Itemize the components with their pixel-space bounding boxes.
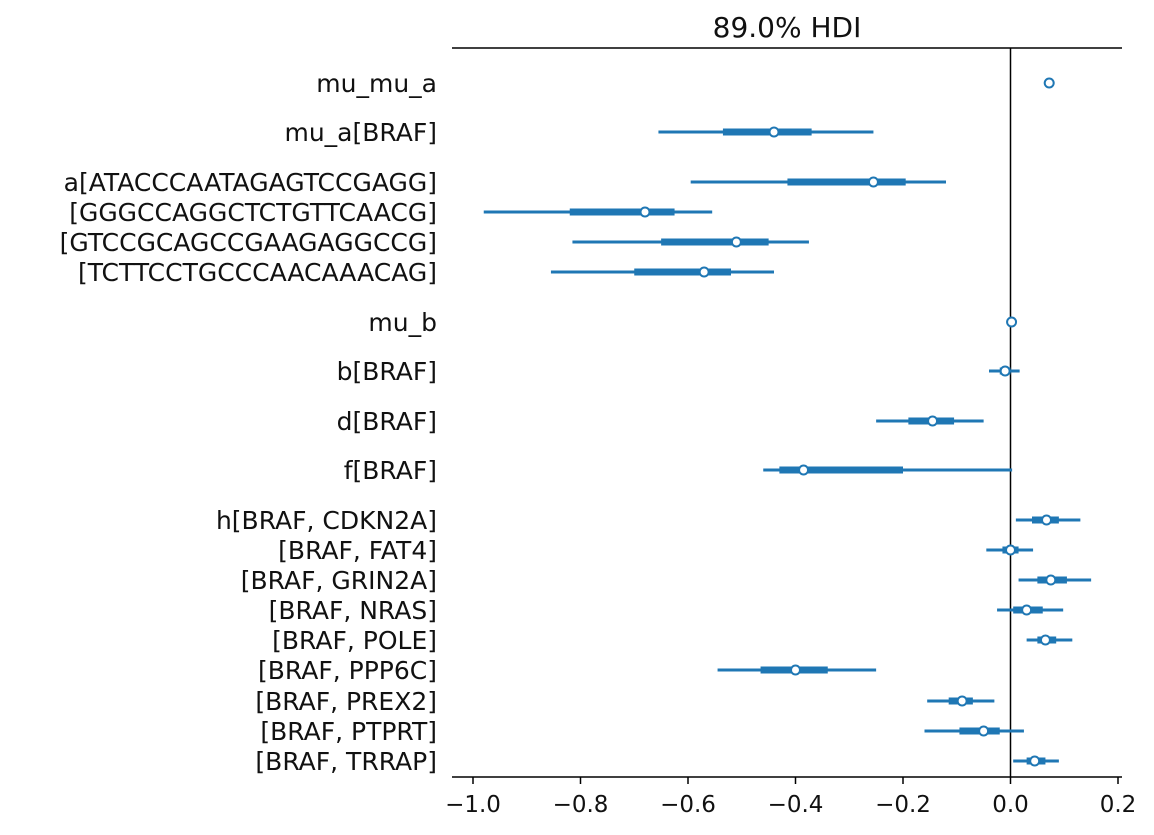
median-point bbox=[956, 695, 968, 707]
median-point bbox=[867, 176, 879, 188]
median-point bbox=[730, 236, 742, 248]
row-label: b[BRAF] bbox=[337, 357, 437, 386]
median-point bbox=[1029, 755, 1041, 767]
row-label: [GTCCGCAGCCGAAGAGGCCG] bbox=[60, 228, 437, 257]
row-label: [BRAF, PPP6C] bbox=[258, 656, 437, 685]
median-point bbox=[999, 365, 1011, 377]
x-tick-label: 0.2 bbox=[1100, 792, 1137, 818]
x-axis: −1.0 −0.8 −0.6 −0.4 −0.2 0.0 0.2 bbox=[445, 777, 1136, 818]
x-tick-label: −0.6 bbox=[660, 792, 716, 818]
median-point bbox=[1045, 574, 1057, 586]
x-tick-label: −1.0 bbox=[445, 792, 501, 818]
median-point bbox=[927, 415, 939, 427]
median-point bbox=[698, 266, 710, 278]
row-label: a[ATACCCAATAGAGTCCGAGG] bbox=[64, 168, 437, 197]
row-label: f[BRAF] bbox=[344, 456, 437, 485]
row-label: mu_a[BRAF] bbox=[284, 118, 437, 147]
row-label: [TCTTCCTGCCCAACAAACAG] bbox=[78, 258, 437, 287]
row-label: h[BRAF, CDKN2A] bbox=[216, 506, 437, 535]
chart-title: 89.0% HDI bbox=[713, 11, 862, 44]
x-tick-label: −0.2 bbox=[875, 792, 931, 818]
row-label: [BRAF, NRAS] bbox=[269, 596, 437, 625]
median-point bbox=[1021, 604, 1033, 616]
median-point bbox=[1039, 634, 1051, 646]
row-label: [BRAF, PREX2] bbox=[255, 687, 437, 716]
x-tick-label: −0.4 bbox=[768, 792, 824, 818]
x-tick-label: 0.0 bbox=[992, 792, 1029, 818]
median-point bbox=[768, 126, 780, 138]
row-label: [GGGCCAGGCTCTGTTCAACG] bbox=[69, 198, 437, 227]
row-label: mu_b bbox=[368, 308, 437, 337]
median-point bbox=[798, 464, 810, 476]
row-label: mu_mu_a bbox=[316, 69, 437, 98]
median-point bbox=[1006, 316, 1018, 328]
median-point bbox=[1005, 544, 1016, 556]
row-label: [BRAF, PTPRT] bbox=[260, 717, 437, 746]
median-point bbox=[639, 206, 651, 218]
row-label: [BRAF, FAT4] bbox=[278, 536, 437, 565]
median-point bbox=[790, 664, 801, 676]
median-point bbox=[1043, 77, 1055, 89]
median-point bbox=[978, 725, 990, 737]
rows: mu_mu_a mu_a[BRAF] a[ATACCCAATAGAGTCCGAGG]… bbox=[60, 69, 1092, 776]
x-tick-label: −0.8 bbox=[553, 792, 609, 818]
median-point bbox=[1041, 514, 1053, 526]
row-label: [BRAF, POLE] bbox=[272, 626, 437, 655]
row-label: [BRAF, TRRAP] bbox=[255, 747, 437, 776]
row-label: d[BRAF] bbox=[337, 407, 437, 436]
row-label: [BRAF, GRIN2A] bbox=[241, 566, 437, 595]
